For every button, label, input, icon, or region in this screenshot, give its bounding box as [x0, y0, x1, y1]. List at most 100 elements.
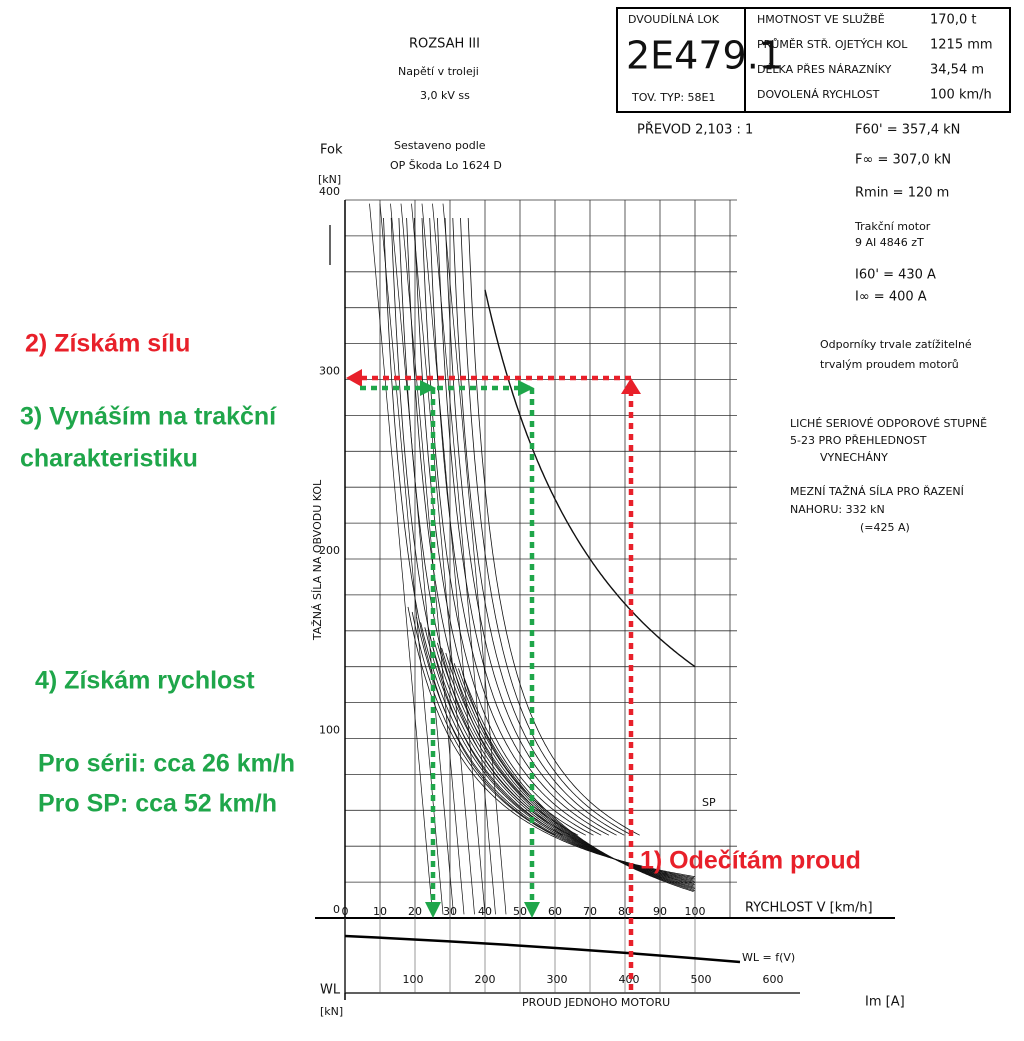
curve — [458, 668, 695, 892]
curve — [411, 611, 695, 879]
tick-label: 100 — [319, 724, 340, 737]
label: [kN] — [318, 173, 341, 186]
curve — [437, 642, 695, 886]
label: 3) Vynáším na trakční — [20, 403, 277, 431]
tick-label: 400 — [319, 185, 340, 198]
label: 1215 mm — [930, 38, 993, 53]
tick-label: 500 — [691, 973, 712, 986]
tick-label: 0 — [333, 903, 340, 916]
resistance-curve — [344, 934, 741, 964]
curve — [424, 627, 695, 882]
label: 2) Získám sílu — [25, 330, 190, 358]
tick-label: 20 — [408, 905, 422, 918]
traction-curves — [344, 203, 741, 964]
label: MEZNÍ TAŽNÁ SÍLA PRO ŘAZENÍ — [790, 485, 964, 498]
arrow-head — [518, 380, 534, 396]
curve — [453, 663, 695, 890]
label: WL = f(V) — [742, 951, 795, 964]
label: F∞ = 307,0 kN — [855, 153, 951, 168]
label: 2E479.1 — [626, 34, 783, 78]
tick-label: 30 — [443, 905, 457, 918]
curve — [449, 658, 696, 889]
curve — [444, 217, 617, 836]
label: 5-23 PRO PŘEHLEDNOST — [790, 434, 927, 447]
label: Napětí v troleji — [398, 65, 479, 78]
label: Rmin = 120 m — [855, 186, 949, 201]
label: 4) Získám rychlost — [35, 667, 255, 695]
curve — [432, 637, 695, 884]
curve — [445, 652, 695, 888]
tick-label: 10 — [373, 905, 387, 918]
arrow-head — [425, 902, 441, 918]
curve — [428, 632, 696, 883]
tick-label: 200 — [319, 544, 340, 557]
label: TOV. TYP: 58E1 — [631, 91, 716, 104]
tick-label: 600 — [763, 973, 784, 986]
label: charakteristiku — [20, 445, 198, 473]
label: HMOTNOST VE SLUŽBĚ — [757, 13, 885, 26]
tick-label: 90 — [653, 905, 667, 918]
label: 3,0 kV ss — [420, 89, 470, 102]
tick-label: 50 — [513, 905, 527, 918]
tick-label: 40 — [478, 905, 492, 918]
label: WL — [320, 983, 341, 998]
curve — [460, 217, 633, 836]
tick-label: 0 — [342, 905, 349, 918]
label: I60' = 430 A — [855, 268, 936, 283]
label: SP — [702, 796, 716, 809]
curve — [467, 217, 640, 836]
label: [kN] — [320, 1005, 343, 1018]
curve — [442, 203, 507, 915]
curve — [407, 606, 696, 878]
tick-label: 80 — [618, 905, 632, 918]
annotation-arrows — [346, 369, 641, 990]
chart-grid — [315, 7, 1011, 1000]
label: PŘEVOD 2,103 : 1 — [637, 122, 753, 138]
curve — [462, 673, 694, 892]
curve — [421, 217, 594, 836]
label: Fok — [320, 143, 343, 158]
tick-label: 200 — [475, 973, 496, 986]
arrow-head — [621, 378, 641, 394]
tick-label: 60 — [548, 905, 562, 918]
label: PRŮMĚR STŘ. OJETÝCH KOL — [757, 38, 908, 51]
curve — [484, 289, 696, 668]
label: 34,54 m — [930, 63, 984, 78]
label: 100 km/h — [930, 88, 992, 103]
label: 1) Odečítám proud — [640, 847, 861, 875]
curve — [421, 203, 486, 915]
tick-label: 70 — [583, 905, 597, 918]
curve — [383, 217, 556, 836]
label: Pro sérii: cca 26 km/h — [38, 750, 295, 778]
curve — [369, 203, 433, 915]
label: VYNECHÁNY — [820, 451, 888, 464]
tick-label: 100 — [403, 973, 424, 986]
curve — [452, 217, 625, 836]
label: OP Škoda Lo 1624 D — [390, 159, 502, 172]
label: DVOUDÍLNÁ LOK — [628, 13, 720, 26]
arrow-head — [420, 380, 436, 396]
label: PROUD JEDNOHO MOTORU — [522, 996, 670, 1009]
tick-label: 400 — [619, 973, 640, 986]
label: LICHÉ SERIOVÉ ODPOROVÉ STUPNĚ — [790, 417, 987, 430]
header-box — [616, 7, 1011, 113]
curve — [429, 217, 602, 836]
label: F60' = 357,4 kN — [855, 123, 960, 138]
curve — [390, 203, 454, 915]
arrow-head — [346, 369, 362, 387]
label: RYCHLOST V [km/h] — [745, 901, 873, 916]
tick-label: 300 — [547, 973, 568, 986]
curve — [411, 203, 475, 915]
tick-label: 100 — [685, 905, 706, 918]
label: TAŽNÁ SÍLA NA OBVODU KOL — [311, 479, 324, 641]
label: (=425 A) — [860, 521, 910, 534]
label: NAHORU: 332 kN — [790, 503, 885, 516]
curve — [416, 617, 695, 880]
label: Im [A] — [865, 995, 905, 1010]
label: 9 AI 4846 zT — [855, 236, 924, 249]
curve — [420, 622, 694, 881]
label: Trakční motor — [854, 220, 931, 233]
label: DOVOLENÁ RYCHLOST — [757, 88, 880, 101]
